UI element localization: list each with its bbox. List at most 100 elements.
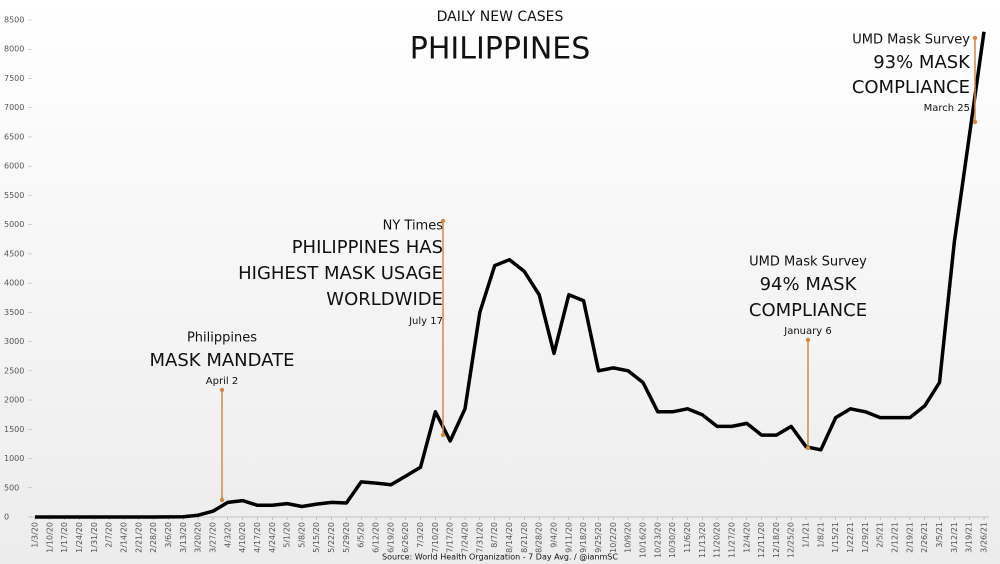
x-tick-label: 5/29/20	[342, 522, 351, 553]
x-tick-label: 2/7/20	[105, 522, 114, 548]
x-tick-label: 3/6/20	[164, 522, 173, 548]
y-tick-label: 2000	[4, 396, 24, 405]
x-tick-label: 1/29/21	[861, 522, 870, 553]
annotation-text: COMPLIANCE	[749, 300, 867, 321]
x-tick-label: 7/17/20	[446, 522, 455, 553]
y-tick-label: 500	[4, 483, 19, 492]
x-tick-label: 10/23/20	[653, 522, 662, 558]
x-tick-label: 6/19/20	[386, 522, 395, 553]
x-tick-label: 8/21/20	[520, 522, 529, 553]
chart-subtitle: DAILY NEW CASES	[437, 9, 564, 25]
x-tick-label: 6/12/20	[372, 522, 381, 553]
annotation-text: Philippines	[187, 331, 257, 346]
y-tick-label: 7500	[4, 74, 24, 83]
x-tick-label: 8/14/20	[505, 522, 514, 553]
x-tick-label: 2/5/21	[876, 522, 885, 548]
annotation-dot	[805, 337, 811, 343]
x-tick-label: 10/30/20	[668, 522, 677, 558]
annotation-text: July 17	[408, 316, 443, 327]
annotation-text: MASK MANDATE	[150, 350, 295, 371]
annotation-text: HIGHEST MASK USAGE	[238, 263, 443, 284]
y-tick-label: 7000	[4, 103, 24, 112]
x-tick-label: 10/16/20	[638, 522, 647, 558]
y-tick-label: 6500	[4, 132, 24, 141]
x-tick-label: 8/28/20	[535, 522, 544, 553]
annotation-text: 94% MASK	[760, 274, 858, 295]
x-tick-label: 6/5/20	[357, 522, 366, 548]
x-tick-label: 12/11/20	[757, 522, 766, 558]
line	[35, 31, 986, 519]
y-tick-label: 1000	[4, 454, 24, 463]
x-tick-label: 9/18/20	[579, 522, 588, 553]
annotation-dot	[440, 218, 446, 224]
annotation-dot	[805, 445, 811, 451]
x-tick-label: 4/10/20	[238, 522, 247, 553]
y-tick-label: 1500	[4, 425, 24, 434]
x-tick-label: 1/31/20	[90, 522, 99, 553]
x-tick-label: 4/17/20	[253, 522, 262, 553]
x-tick-label: 6/26/20	[401, 522, 410, 553]
x-tick-label: 9/4/20	[549, 522, 558, 548]
y-tick-label: 4000	[4, 279, 24, 288]
x-tick-label: 2/21/20	[134, 522, 143, 553]
x-tick-label: 7/24/20	[461, 522, 470, 553]
x-tick-label: 5/22/20	[327, 522, 336, 553]
annotation-dot	[972, 119, 978, 125]
x-tick-label: 3/19/21	[965, 522, 974, 553]
x-tick-label: 7/3/20	[416, 522, 425, 548]
x-tick-label: 4/3/20	[223, 522, 232, 548]
x-tick-label: 9/11/20	[564, 522, 573, 553]
x-tick-label: 7/31/20	[475, 522, 484, 553]
x-tick-label: 3/27/20	[208, 522, 217, 553]
x-tick-label: 3/13/20	[179, 522, 188, 553]
x-tick-label: 5/8/20	[297, 522, 306, 548]
annotation-text: January 6	[783, 326, 831, 337]
y-tick-label: 3000	[4, 337, 24, 346]
x-tick-label: 1/1/21	[802, 522, 811, 548]
annotation-text: WORLDWIDE	[326, 289, 443, 310]
annotation-text: COMPLIANCE	[852, 77, 970, 98]
x-tick-label: 2/19/21	[905, 522, 914, 553]
x-tick-label: 1/10/20	[45, 522, 54, 553]
annotation-text: NY Times	[383, 219, 444, 234]
x-tick-label: 2/28/20	[149, 522, 158, 553]
x-tick-label: 1/22/21	[846, 522, 855, 553]
chart-title: PHILIPPINES	[410, 32, 591, 67]
annotation-text: 93% MASK	[873, 52, 971, 73]
y-tick-label: 6000	[4, 162, 24, 171]
x-tick-label: 10/9/20	[624, 522, 633, 553]
x-tick-label: 3/12/21	[950, 522, 959, 553]
x-tick-label: 5/15/20	[312, 522, 321, 553]
y-tick-label: 2500	[4, 366, 24, 375]
y-tick-label: 8000	[4, 45, 24, 54]
x-tick-label: 2/26/21	[920, 522, 929, 553]
annotation-text: March 25	[924, 103, 970, 114]
x-tick-label: 11/13/20	[698, 522, 707, 558]
y-tick-label: 4500	[4, 249, 24, 258]
y-tick-label: 0	[4, 513, 9, 522]
x-tick-label: 2/12/21	[891, 522, 900, 553]
x-tick-label: 11/27/20	[727, 522, 736, 558]
x-tick-label: 8/7/20	[490, 522, 499, 548]
y-tick-label: 8500	[4, 16, 24, 25]
x-tick-label: 3/20/20	[194, 522, 203, 553]
x-tick-label: 1/8/21	[816, 522, 825, 548]
x-tick-label: 4/24/20	[268, 522, 277, 553]
x-tick-label: 5/1/20	[283, 522, 292, 548]
x-tick-label: 3/5/21	[935, 522, 944, 548]
x-tick-label: 12/18/20	[772, 522, 781, 558]
source: Source: World Health Organization - 7 Da…	[382, 553, 618, 562]
annotation-text: UMD Mask Survey	[852, 33, 970, 48]
x-tick-label: 12/4/20	[742, 522, 751, 553]
annotation-dot	[219, 387, 225, 393]
annotation-dot	[219, 497, 225, 503]
y-tick-label: 3500	[4, 308, 24, 317]
x-tick-label: 1/3/20	[31, 522, 40, 548]
x-tick-label: 1/15/21	[831, 522, 840, 553]
annotation-dot	[972, 35, 978, 41]
x-tick-label: 1/17/20	[60, 522, 69, 553]
annotation-dot	[440, 432, 446, 438]
y-tick-label: 5000	[4, 220, 24, 229]
